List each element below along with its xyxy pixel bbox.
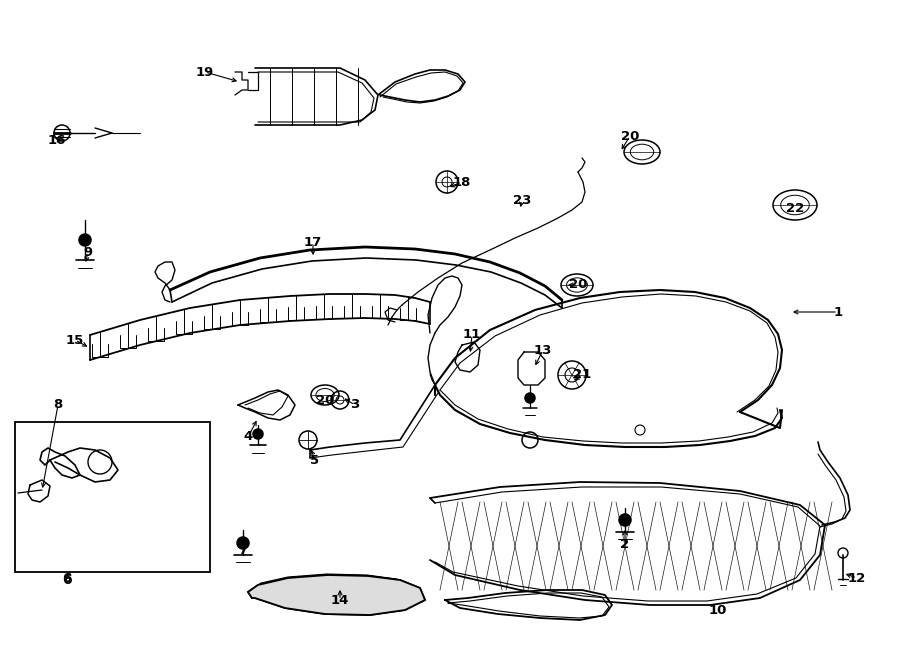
Text: 19: 19 <box>196 65 214 79</box>
Text: 1: 1 <box>833 305 842 319</box>
Text: 13: 13 <box>534 344 553 356</box>
Text: 16: 16 <box>48 134 67 147</box>
Text: 20: 20 <box>316 393 334 407</box>
Circle shape <box>619 514 631 526</box>
Text: 9: 9 <box>84 245 93 258</box>
Text: 14: 14 <box>331 594 349 607</box>
Text: 5: 5 <box>310 453 320 467</box>
Polygon shape <box>248 575 425 615</box>
Text: 6: 6 <box>62 572 72 584</box>
Circle shape <box>237 537 249 549</box>
Text: 10: 10 <box>709 603 727 617</box>
Text: 20: 20 <box>621 130 639 143</box>
Text: 12: 12 <box>848 572 866 584</box>
Text: 22: 22 <box>786 202 804 215</box>
Circle shape <box>253 429 263 439</box>
Text: 2: 2 <box>620 539 630 551</box>
Text: 11: 11 <box>463 329 482 342</box>
Text: 20: 20 <box>569 278 587 292</box>
Text: 15: 15 <box>66 334 84 346</box>
Text: 3: 3 <box>350 399 360 412</box>
Text: 7: 7 <box>238 543 248 557</box>
Circle shape <box>79 234 91 246</box>
Text: 17: 17 <box>304 235 322 249</box>
Text: 21: 21 <box>573 368 591 381</box>
Circle shape <box>525 393 535 403</box>
Text: 8: 8 <box>53 399 63 412</box>
Bar <box>15 422 210 572</box>
Text: 4: 4 <box>243 430 253 444</box>
Text: 18: 18 <box>453 176 472 188</box>
Text: 6: 6 <box>62 573 72 587</box>
Text: 23: 23 <box>513 194 531 206</box>
